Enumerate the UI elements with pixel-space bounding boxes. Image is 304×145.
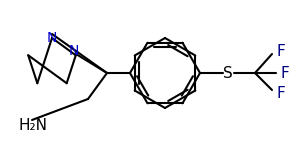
Text: N: N [69,44,79,58]
Text: F: F [280,66,289,80]
Text: H₂N: H₂N [18,117,47,133]
Text: S: S [223,66,233,80]
Text: F: F [276,86,285,100]
Text: N: N [47,31,57,45]
Text: F: F [276,44,285,58]
